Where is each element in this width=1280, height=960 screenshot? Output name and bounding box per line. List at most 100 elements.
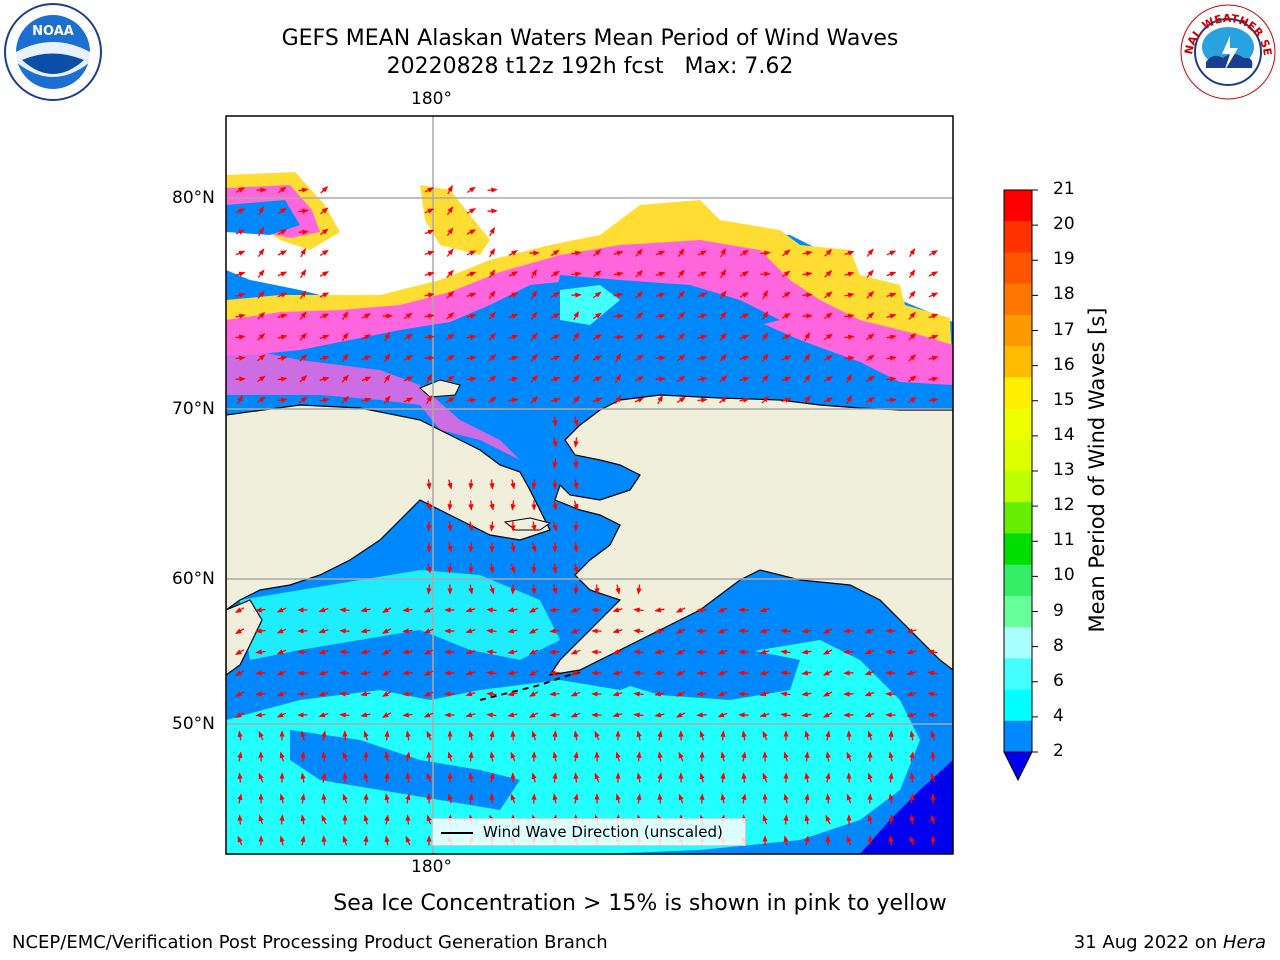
- wind-wave-arrow: [804, 793, 810, 804]
- wind-wave-arrow: [825, 835, 831, 846]
- colorbar-tick-label: 17: [1053, 319, 1075, 340]
- wind-wave-arrow: [676, 396, 686, 404]
- wind-wave-arrow: [466, 313, 477, 319]
- colorbar-segment: [1004, 252, 1032, 285]
- wind-wave-arrow: [906, 649, 917, 655]
- wind-wave-arrow: [762, 814, 768, 825]
- wind-wave-arrow: [759, 670, 770, 676]
- wind-wave-arrow: [360, 670, 371, 676]
- wind-wave-arrow: [635, 291, 644, 299]
- wind-wave-arrow: [886, 271, 897, 277]
- wind-wave-arrow: [739, 376, 750, 382]
- wind-wave-arrow: [804, 835, 810, 846]
- wind-wave-arrow: [466, 229, 477, 235]
- wind-wave-arrow: [761, 374, 769, 383]
- wind-wave-arrow: [235, 355, 246, 361]
- wind-wave-arrow: [279, 814, 285, 825]
- wind-wave-arrow: [888, 751, 894, 762]
- wind-wave-arrow: [886, 334, 897, 340]
- wind-wave-arrow: [824, 248, 833, 257]
- wind-wave-arrow: [782, 249, 791, 257]
- wind-wave-arrow: [465, 649, 476, 655]
- wind-wave-arrow: [677, 290, 685, 299]
- wind-wave-arrow: [530, 311, 538, 320]
- wind-wave-arrow: [531, 584, 537, 595]
- wind-wave-arrow: [468, 521, 474, 532]
- wind-wave-arrow: [237, 814, 243, 825]
- colorbar-segment: [1004, 283, 1032, 316]
- wind-wave-arrow: [277, 229, 288, 235]
- wind-wave-arrow: [739, 271, 750, 277]
- colorbar-segment: [1004, 658, 1032, 691]
- wind-wave-arrow: [405, 793, 411, 804]
- wind-wave-arrow: [466, 208, 477, 214]
- wind-wave-arrow: [717, 649, 728, 655]
- wind-wave-arrow: [783, 835, 789, 846]
- wind-wave-arrow: [531, 521, 537, 532]
- wind-wave-arrow: [402, 649, 413, 655]
- wind-wave-arrow: [279, 793, 285, 804]
- wind-wave-arrow: [447, 793, 453, 804]
- wind-wave-arrow: [507, 691, 518, 697]
- wind-wave-arrow: [531, 772, 537, 783]
- wind-wave-arrow: [909, 835, 915, 846]
- wind-wave-arrow: [363, 793, 369, 804]
- wind-wave-arrow: [235, 334, 246, 340]
- wind-wave-arrow: [405, 814, 411, 825]
- wind-wave-arrow: [697, 292, 708, 298]
- wind-wave-arrow: [552, 416, 558, 427]
- wind-wave-arrow: [300, 835, 306, 846]
- wind-wave-arrow: [234, 628, 245, 634]
- wind-wave-arrow: [402, 712, 413, 718]
- wind-wave-arrow: [339, 670, 350, 676]
- wind-wave-arrow: [928, 355, 939, 361]
- colorbar-extend-triangle: [1003, 751, 1033, 782]
- wind-wave-arrow: [909, 772, 915, 783]
- wind-wave-arrow: [804, 331, 810, 342]
- wind-wave-arrow: [928, 271, 939, 277]
- wind-wave-arrow: [277, 207, 287, 215]
- wind-wave-arrow: [867, 793, 873, 804]
- wind-wave-arrow: [866, 333, 875, 341]
- colorbar-segment: [1004, 502, 1032, 534]
- wind-wave-arrow: [570, 628, 581, 634]
- wind-wave-arrow: [384, 835, 390, 846]
- colorbar-label: Mean Period of Wind Waves [s]: [1085, 307, 1109, 633]
- wind-wave-arrow: [426, 521, 432, 532]
- wind-wave-arrow: [846, 730, 852, 741]
- wind-wave-arrow: [507, 607, 518, 613]
- wind-wave-arrow: [612, 712, 623, 718]
- wind-wave-arrow: [675, 712, 686, 718]
- wind-wave-arrow: [531, 730, 537, 741]
- wind-wave-arrow: [402, 691, 413, 697]
- colorbar-tick-label: 10: [1053, 565, 1075, 586]
- wind-wave-arrow: [235, 208, 246, 214]
- wind-wave-arrow: [468, 479, 474, 490]
- colorbar-tick-label: 11: [1053, 530, 1075, 551]
- wind-wave-arrow: [612, 670, 623, 676]
- wind-wave-arrow: [550, 397, 561, 403]
- wind-wave-arrow: [636, 772, 642, 783]
- wind-wave-arrow: [425, 395, 433, 405]
- wind-wave-arrow: [468, 772, 474, 783]
- wind-wave-arrow: [633, 607, 644, 613]
- wind-wave-arrow: [550, 313, 561, 319]
- wind-wave-arrow: [927, 691, 938, 697]
- wind-wave-arrow: [489, 793, 495, 804]
- wind-wave-arrow: [928, 292, 939, 298]
- wind-wave-arrow: [552, 500, 558, 511]
- wind-wave-arrow: [759, 607, 770, 613]
- wind-wave-arrow: [866, 269, 874, 278]
- wind-wave-arrow: [846, 793, 852, 804]
- wind-wave-arrow: [781, 313, 792, 319]
- wind-wave-arrow: [613, 292, 624, 298]
- wind-wave-arrow: [928, 397, 939, 403]
- wind-wave-arrow: [279, 751, 285, 762]
- wind-wave-arrow: [864, 649, 875, 655]
- wind-wave-arrow: [549, 712, 560, 718]
- wind-wave-arrow: [888, 835, 894, 846]
- wind-wave-arrow: [405, 772, 411, 783]
- wind-wave-arrow: [635, 269, 644, 278]
- wind-wave-arrow: [488, 269, 496, 278]
- wind-wave-arrow: [867, 835, 873, 846]
